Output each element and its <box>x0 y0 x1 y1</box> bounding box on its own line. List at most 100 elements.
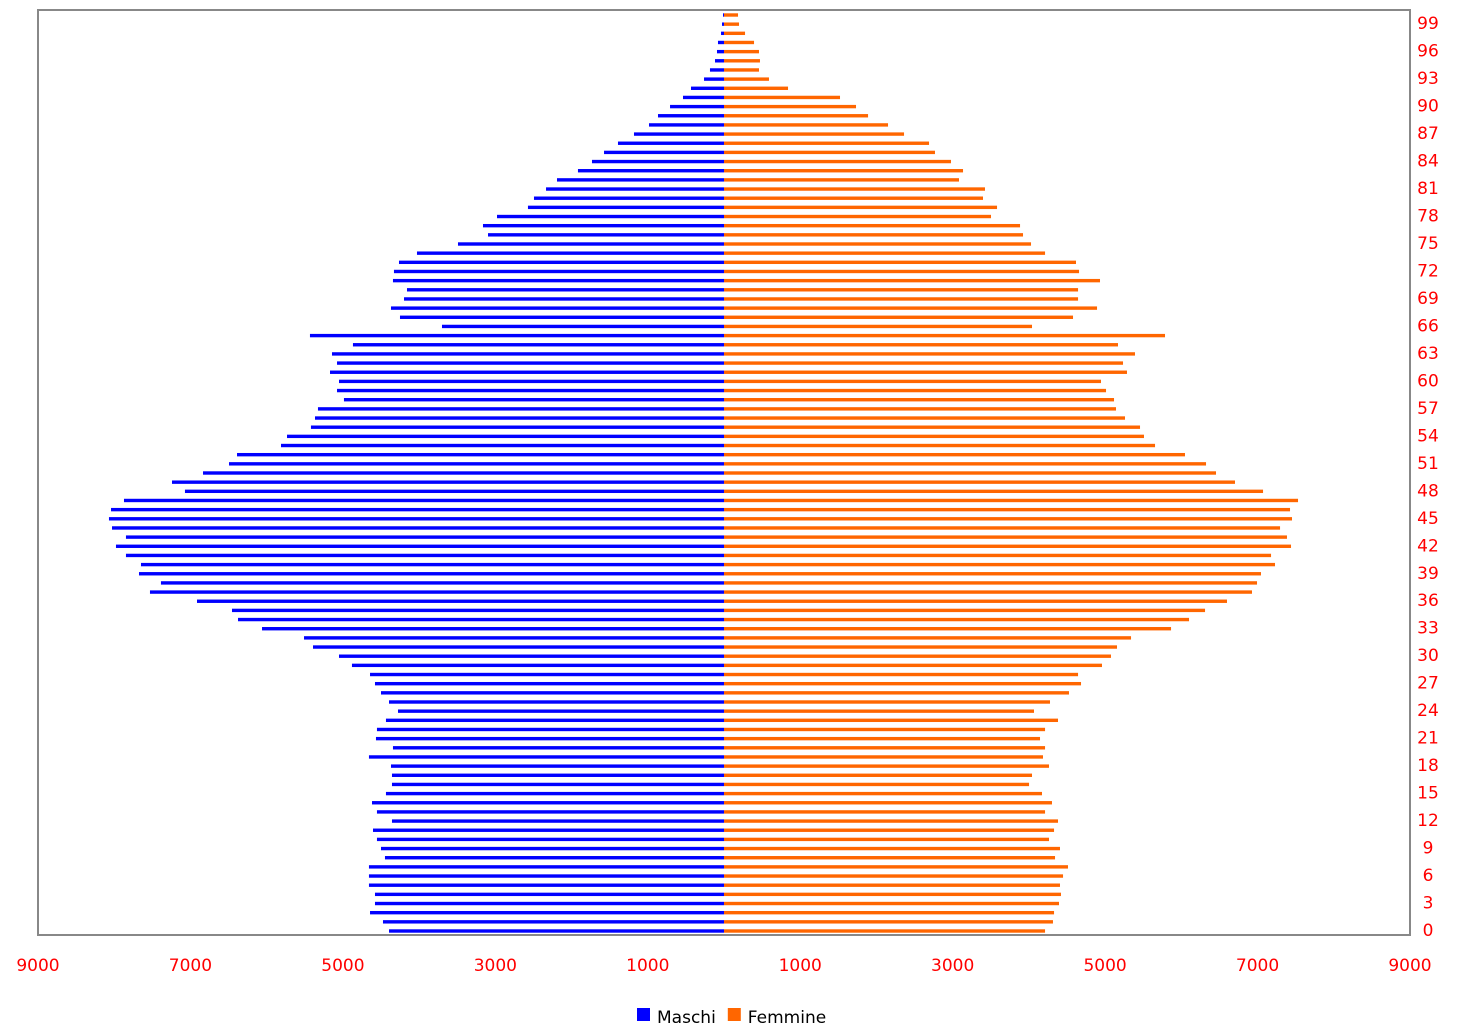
bar <box>391 782 724 787</box>
legend-label: Maschi <box>657 1008 716 1028</box>
legend-swatch <box>637 1008 650 1021</box>
bar <box>724 929 1046 933</box>
x-tick-label: 7000 <box>1236 956 1279 976</box>
bar <box>287 434 724 439</box>
bar <box>368 755 724 759</box>
bar <box>724 159 951 164</box>
bar <box>375 736 724 741</box>
bar <box>330 370 724 374</box>
y-tick-label: 72 <box>1417 261 1439 281</box>
y-tick-label: 78 <box>1417 207 1439 227</box>
bar <box>724 233 1024 237</box>
bar <box>123 498 725 503</box>
bar <box>724 269 1080 274</box>
bar <box>237 452 724 457</box>
bar <box>724 370 1127 374</box>
bar <box>690 86 724 90</box>
bar <box>527 205 724 210</box>
y-tick-label: 21 <box>1417 729 1439 749</box>
bar <box>724 572 1261 576</box>
bar <box>262 627 724 631</box>
bar <box>724 104 857 109</box>
bar <box>404 297 724 301</box>
bar <box>125 535 724 539</box>
y-tick-label: 69 <box>1417 289 1439 309</box>
bar <box>441 324 724 329</box>
bar <box>370 672 724 677</box>
bar <box>724 114 869 118</box>
bar <box>381 691 724 695</box>
bar <box>416 251 724 255</box>
bar <box>604 150 724 155</box>
bar <box>392 746 724 750</box>
bar <box>724 49 759 54</box>
bar <box>317 407 724 411</box>
plot-frame <box>37 9 1411 936</box>
bar <box>724 837 1050 842</box>
bar <box>391 819 724 823</box>
bar <box>724 278 1101 283</box>
bar <box>533 196 724 200</box>
bar <box>724 645 1118 649</box>
y-tick-label: 84 <box>1417 152 1439 172</box>
bar <box>111 507 725 512</box>
bar <box>339 654 724 658</box>
bar <box>724 801 1052 805</box>
x-tick-label: 9000 <box>1388 956 1431 976</box>
bar <box>724 663 1102 668</box>
bar <box>724 434 1144 439</box>
x-tick-label: 3000 <box>474 956 517 976</box>
bar <box>724 443 1156 448</box>
bar <box>724 86 789 90</box>
bar <box>724 77 769 81</box>
bar <box>382 920 724 924</box>
bar <box>724 672 1079 677</box>
bar <box>724 764 1050 768</box>
bar <box>724 718 1059 723</box>
bar <box>724 251 1046 255</box>
bar <box>724 13 739 17</box>
y-tick-label: 66 <box>1417 316 1439 336</box>
bar <box>724 846 1060 851</box>
bar <box>231 608 725 613</box>
bar <box>374 681 724 686</box>
bar <box>709 68 724 72</box>
bar <box>310 425 724 429</box>
bar <box>724 581 1258 585</box>
bar <box>389 700 724 704</box>
y-tick-label: 33 <box>1417 619 1439 639</box>
bar <box>724 535 1287 539</box>
bar <box>337 361 724 365</box>
bar <box>724 388 1107 393</box>
y-tick-label: 57 <box>1417 399 1439 419</box>
bar <box>331 352 724 356</box>
bar <box>724 379 1101 384</box>
bar <box>238 617 724 622</box>
bar <box>716 49 724 54</box>
bar <box>717 40 724 45</box>
x-tick-label: 3000 <box>931 956 974 976</box>
y-tick-label: 36 <box>1417 591 1439 611</box>
bar <box>368 874 724 878</box>
bar <box>337 388 724 393</box>
y-tick-label: 96 <box>1417 42 1439 62</box>
bar <box>724 169 964 173</box>
bar <box>724 196 984 200</box>
bar <box>648 123 724 127</box>
bar <box>724 627 1172 631</box>
bar <box>724 856 1056 860</box>
bar <box>724 727 1046 732</box>
bar <box>724 260 1076 265</box>
bar <box>670 104 724 109</box>
y-tick-label: 18 <box>1417 756 1439 776</box>
y-tick-label: 15 <box>1417 784 1439 804</box>
bar <box>384 856 724 860</box>
bar <box>724 636 1132 640</box>
bar <box>724 736 1041 741</box>
y-tick-label: 54 <box>1417 426 1439 446</box>
bar <box>398 260 724 265</box>
bar <box>715 59 724 63</box>
bar <box>389 929 724 933</box>
bar <box>724 773 1033 777</box>
bar <box>724 242 1032 246</box>
